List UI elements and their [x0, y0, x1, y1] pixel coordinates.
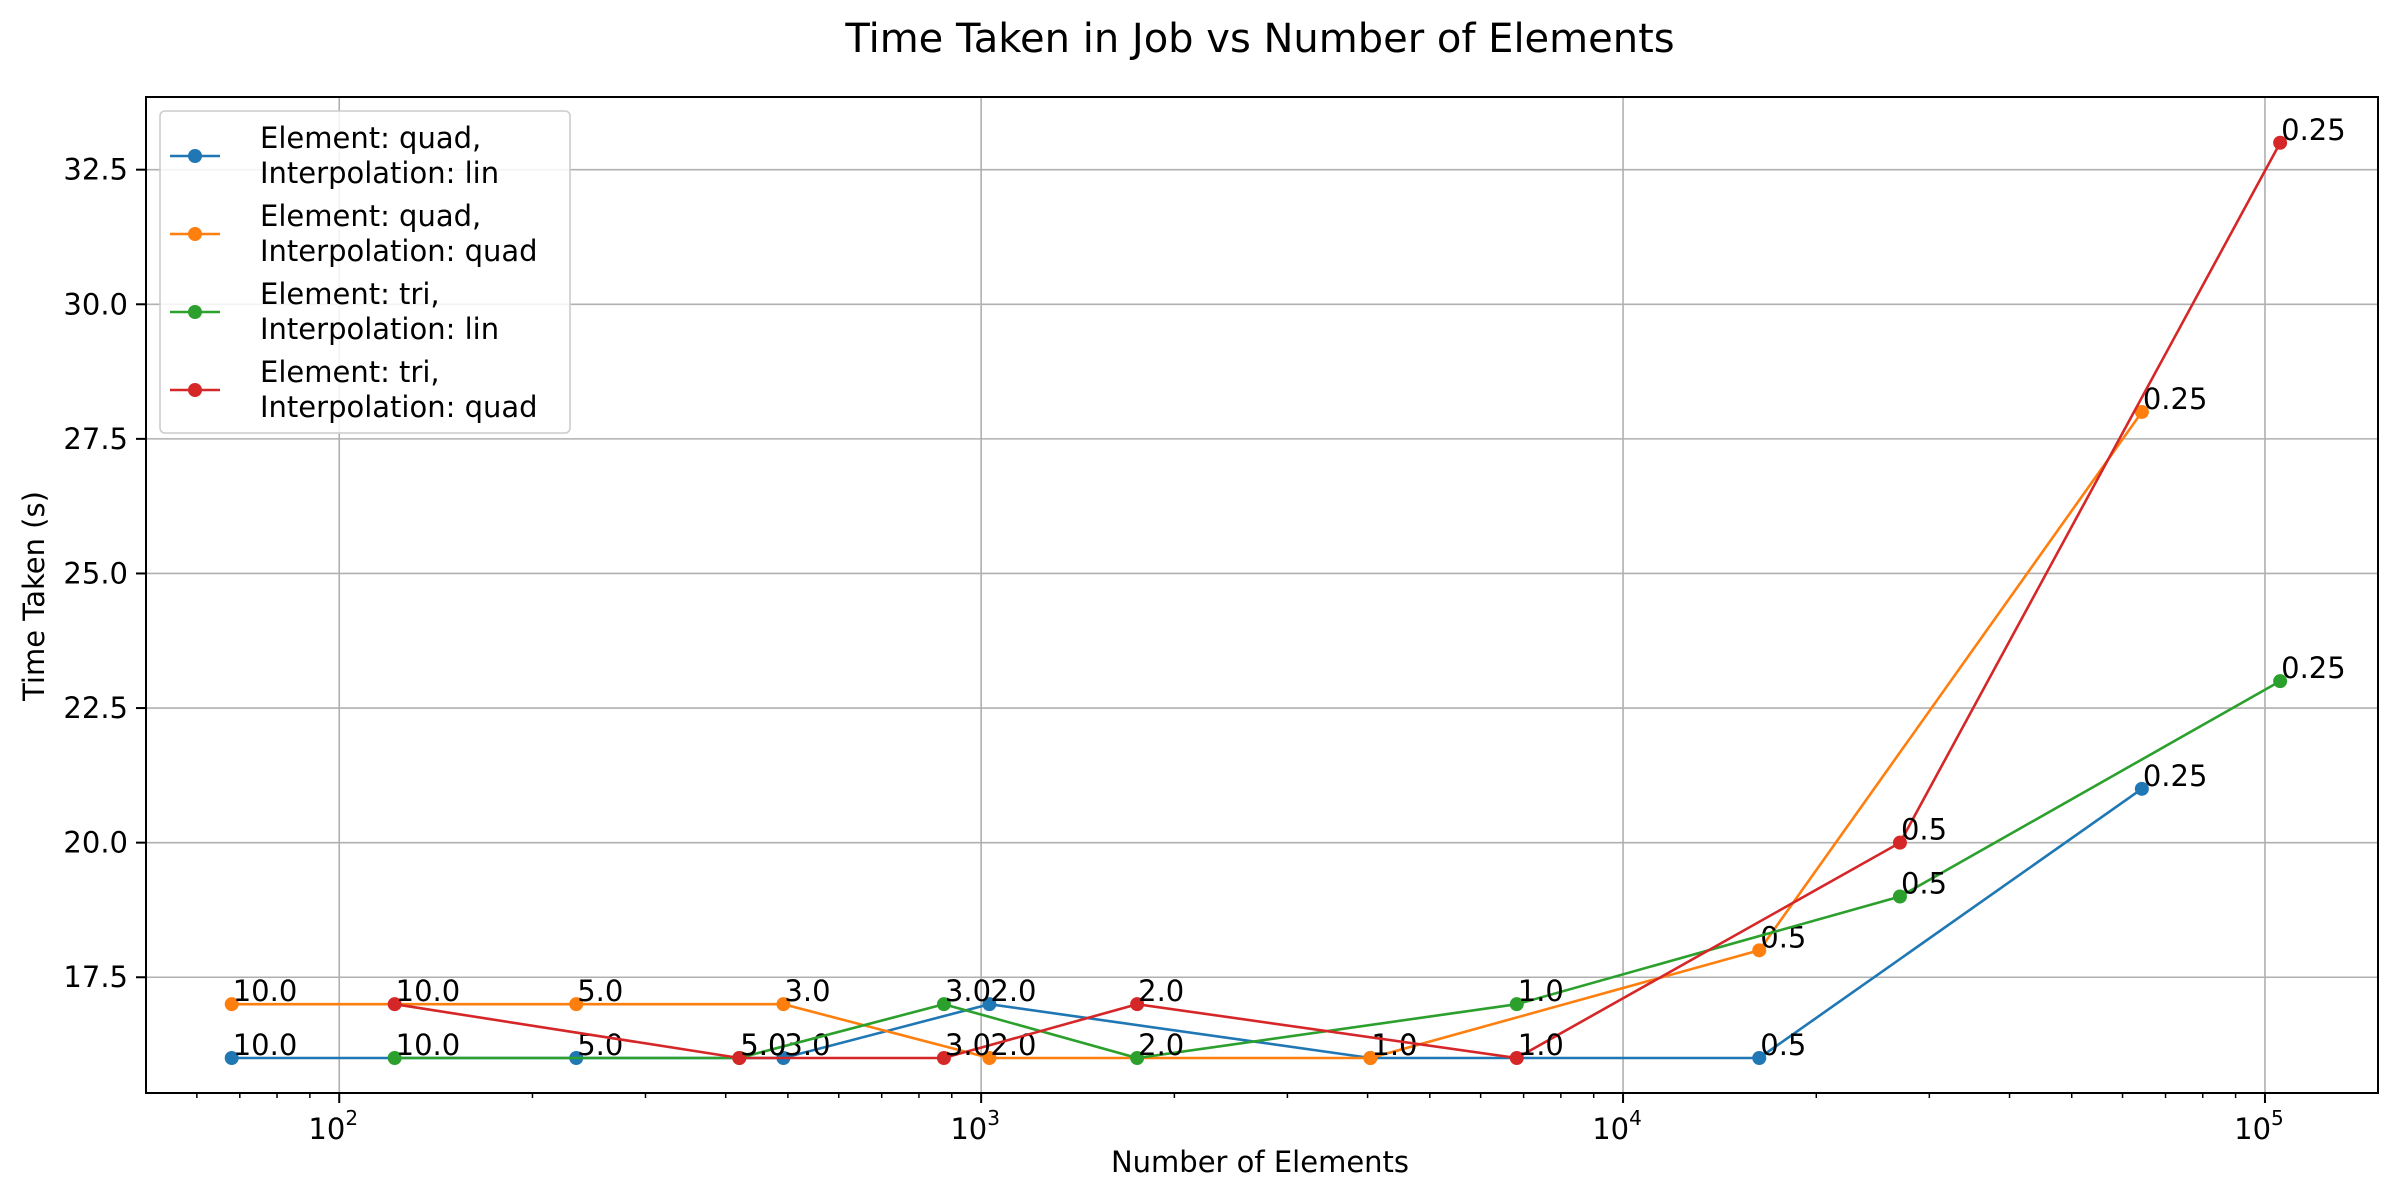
- data-label: 0.5: [1901, 813, 1947, 847]
- legend-swatch-marker: [188, 227, 202, 241]
- series-1: 10.0 5.0 3.02.01.0 0.50.25: [224, 759, 2208, 1066]
- data-label: 2.0: [1138, 1028, 1184, 1062]
- data-point: [936, 1051, 951, 1066]
- data-label: 5.0: [577, 974, 623, 1008]
- y-tick-label: 32.5: [63, 153, 128, 187]
- data-point: [1130, 1051, 1145, 1066]
- data-point: [982, 1051, 997, 1066]
- data-point: [2134, 781, 2149, 796]
- legend-label: Interpolation: lin: [260, 156, 499, 190]
- x-tick-label: 102: [308, 1106, 358, 1146]
- x-tick-label: 104: [1592, 1106, 1642, 1146]
- x-axis-label: Number of Elements: [1111, 1145, 1409, 1179]
- data-label: 3.0: [784, 974, 830, 1008]
- data-label: 10.0: [396, 974, 461, 1008]
- data-point: [224, 1051, 239, 1066]
- x-tick-label: 105: [2234, 1106, 2284, 1146]
- legend-swatch-marker: [188, 305, 202, 319]
- data-point: [387, 1051, 402, 1066]
- data-label: 10.0: [233, 974, 298, 1008]
- data-point: [982, 997, 997, 1012]
- chart-title: Time Taken in Job vs Number of Elements: [844, 16, 1674, 62]
- data-point: [2134, 404, 2149, 419]
- data-label: 1.0: [1518, 1028, 1564, 1062]
- data-label: 2.0: [1138, 974, 1184, 1008]
- y-tick-label: 17.5: [63, 960, 128, 994]
- x-tick-base: 10: [950, 1112, 987, 1146]
- data-point: [569, 997, 584, 1012]
- legend: Element: quad,Interpolation: linElement:…: [159, 110, 571, 434]
- y-tick-label: 22.5: [63, 691, 128, 725]
- data-point: [936, 997, 951, 1012]
- data-label: 1.0: [1518, 974, 1564, 1008]
- data-label: 0.25: [2143, 759, 2208, 793]
- series-4: 10.05.0 3.02.01.00.50.25: [387, 113, 2346, 1066]
- data-point: [732, 1051, 747, 1066]
- legend-entry: Element: tri,Interpolation: lin: [170, 277, 499, 346]
- legend-swatch-marker: [188, 149, 202, 163]
- legend-entry: Element: quad,Interpolation: lin: [170, 121, 499, 190]
- y-axis-label: Time Taken (s): [17, 491, 51, 702]
- x-tick-exponent: 4: [1629, 1106, 1642, 1130]
- series-2: 10.0 5.0 3.02.0 1.00.50.25: [224, 382, 2208, 1066]
- data-label: 0.25: [2281, 113, 2346, 147]
- data-point: [2273, 135, 2288, 150]
- data-label: 10.0: [396, 1028, 461, 1062]
- legend-label: Interpolation: lin: [260, 312, 499, 346]
- legend-swatch-marker: [188, 383, 202, 397]
- data-point: [387, 997, 402, 1012]
- x-tick-base: 10: [2234, 1112, 2271, 1146]
- data-label: 0.5: [1760, 1028, 1806, 1062]
- data-label: 1.0: [1371, 1028, 1417, 1062]
- data-label: 3.0: [945, 1028, 991, 1062]
- x-tick-base: 10: [1592, 1112, 1629, 1146]
- data-point: [2273, 674, 2288, 689]
- y-tick-label: 27.5: [63, 422, 128, 456]
- legend-label: Interpolation: quad: [260, 234, 538, 268]
- data-point: [1363, 1051, 1378, 1066]
- data-label: 0.25: [2281, 651, 2346, 685]
- data-point: [1130, 997, 1145, 1012]
- legend-entry: Element: tri,Interpolation: quad: [170, 355, 538, 424]
- data-label: 0.5: [1901, 866, 1947, 900]
- data-label: 5.0: [740, 1028, 786, 1062]
- data-label: 10.0: [233, 1028, 298, 1062]
- grid: [146, 97, 2378, 1093]
- data-point: [776, 997, 791, 1012]
- data-point: [1509, 1051, 1524, 1066]
- legend-label: Element: tri,: [260, 355, 440, 389]
- legend-label: Interpolation: quad: [260, 390, 538, 424]
- x-tick-label: 103: [950, 1106, 1000, 1146]
- x-tick-exponent: 2: [345, 1106, 358, 1130]
- data-point: [224, 997, 239, 1012]
- data-label: 2.0: [990, 974, 1036, 1008]
- y-tick-label: 20.0: [63, 826, 128, 860]
- data-label: 0.25: [2143, 382, 2208, 416]
- legend-label: Element: quad,: [260, 199, 481, 233]
- data-point: [1509, 997, 1524, 1012]
- y-tick-label: 25.0: [63, 556, 128, 590]
- data-label: 3.0: [945, 974, 991, 1008]
- data-point: [1752, 943, 1767, 958]
- x-tick-exponent: 5: [2271, 1106, 2284, 1130]
- data-label: 5.0: [740, 1028, 786, 1062]
- x-tick-exponent: 3: [987, 1106, 1000, 1130]
- data-point: [1892, 889, 1907, 904]
- x-tick-base: 10: [308, 1112, 345, 1146]
- legend-label: Element: quad,: [260, 121, 481, 155]
- legend-box: [159, 110, 571, 434]
- legend-label: Element: tri,: [260, 277, 440, 311]
- legend-entry: Element: quad,Interpolation: quad: [170, 199, 538, 268]
- data-point: [1892, 835, 1907, 850]
- plot-frame: [145, 96, 2379, 1094]
- data-point: [1752, 1051, 1767, 1066]
- y-tick-label: 30.0: [63, 287, 128, 321]
